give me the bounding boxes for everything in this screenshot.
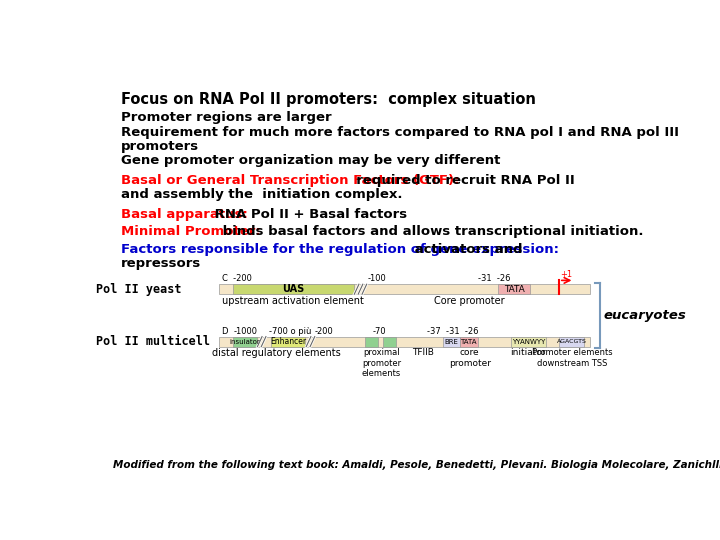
Text: -700 o più: -700 o più	[269, 327, 311, 336]
FancyBboxPatch shape	[498, 284, 530, 294]
FancyBboxPatch shape	[220, 284, 590, 294]
Text: Modified from the following text book: Amaldi, Pesole, Benedetti, Plevani. Biolo: Modified from the following text book: A…	[113, 460, 720, 470]
FancyBboxPatch shape	[443, 336, 459, 347]
Text: -37  -31  -26: -37 -31 -26	[427, 327, 479, 336]
FancyBboxPatch shape	[220, 336, 590, 347]
Text: -200: -200	[315, 327, 333, 336]
FancyBboxPatch shape	[383, 336, 396, 347]
Text: Factors responsible for the regulation of gene expression:: Factors responsible for the regulation o…	[121, 244, 559, 256]
Text: Requirement for much more factors compared to RNA pol I and RNA pol III: Requirement for much more factors compar…	[121, 126, 679, 139]
Text: binds basal factors and allows transcriptional initiation.: binds basal factors and allows transcrip…	[218, 225, 644, 238]
Text: distal regulatory elements: distal regulatory elements	[212, 348, 341, 358]
FancyBboxPatch shape	[271, 336, 305, 347]
Text: Pol II multicell: Pol II multicell	[96, 335, 210, 348]
Text: Gene promoter organization may be very different: Gene promoter organization may be very d…	[121, 154, 500, 167]
Text: UAS: UAS	[282, 284, 305, 294]
FancyBboxPatch shape	[559, 336, 585, 347]
FancyBboxPatch shape	[459, 336, 477, 347]
Text: insulator: insulator	[230, 339, 261, 345]
Text: and assembly the  initiation complex.: and assembly the initiation complex.	[121, 188, 402, 201]
FancyBboxPatch shape	[233, 336, 256, 347]
Text: Promoter elements
downstream TSS: Promoter elements downstream TSS	[532, 348, 613, 368]
FancyBboxPatch shape	[233, 284, 354, 294]
Text: core
promoter: core promoter	[449, 348, 491, 368]
Text: Enhancer: Enhancer	[270, 337, 306, 346]
Text: AGACGTS: AGACGTS	[557, 339, 587, 344]
Text: -31  -26: -31 -26	[477, 274, 510, 284]
Text: promoters: promoters	[121, 140, 199, 153]
Text: Minimal Promoter:: Minimal Promoter:	[121, 225, 261, 238]
Text: RNA Pol II + Basal factors: RNA Pol II + Basal factors	[210, 208, 408, 221]
Text: activators and: activators and	[410, 244, 523, 256]
Text: TATA: TATA	[460, 339, 477, 345]
Text: D: D	[221, 327, 228, 336]
Text: Focus on RNA Pol II promoters:  complex situation: Focus on RNA Pol II promoters: complex s…	[121, 92, 536, 107]
Text: BRE: BRE	[444, 339, 458, 345]
Text: Pol II yeast: Pol II yeast	[96, 283, 181, 296]
Text: Core promoter: Core promoter	[434, 296, 505, 306]
Text: Basal apparatus:: Basal apparatus:	[121, 208, 248, 221]
Text: -70: -70	[373, 327, 387, 336]
Text: -1000: -1000	[233, 327, 257, 336]
Text: proximal
promoter
elements: proximal promoter elements	[361, 348, 401, 378]
Text: +1: +1	[560, 270, 572, 279]
Text: -100: -100	[367, 274, 386, 284]
Text: TATA: TATA	[504, 285, 525, 294]
Text: Basal or General Transcription Factors (GTF):: Basal or General Transcription Factors (…	[121, 174, 459, 187]
Text: TFIIB: TFIIB	[413, 348, 434, 357]
Text: repressors: repressors	[121, 257, 202, 271]
Text: required to recruit RNA Pol II: required to recruit RNA Pol II	[347, 174, 575, 187]
Text: C  -200: C -200	[222, 274, 251, 284]
Text: YYANWYY: YYANWYY	[512, 339, 545, 345]
Text: initiator: initiator	[510, 348, 546, 357]
FancyBboxPatch shape	[365, 336, 378, 347]
Text: Promoter regions are larger: Promoter regions are larger	[121, 111, 332, 124]
Text: upstream activation element: upstream activation element	[222, 296, 364, 306]
FancyBboxPatch shape	[510, 336, 546, 347]
Text: eucaryotes: eucaryotes	[603, 309, 686, 322]
